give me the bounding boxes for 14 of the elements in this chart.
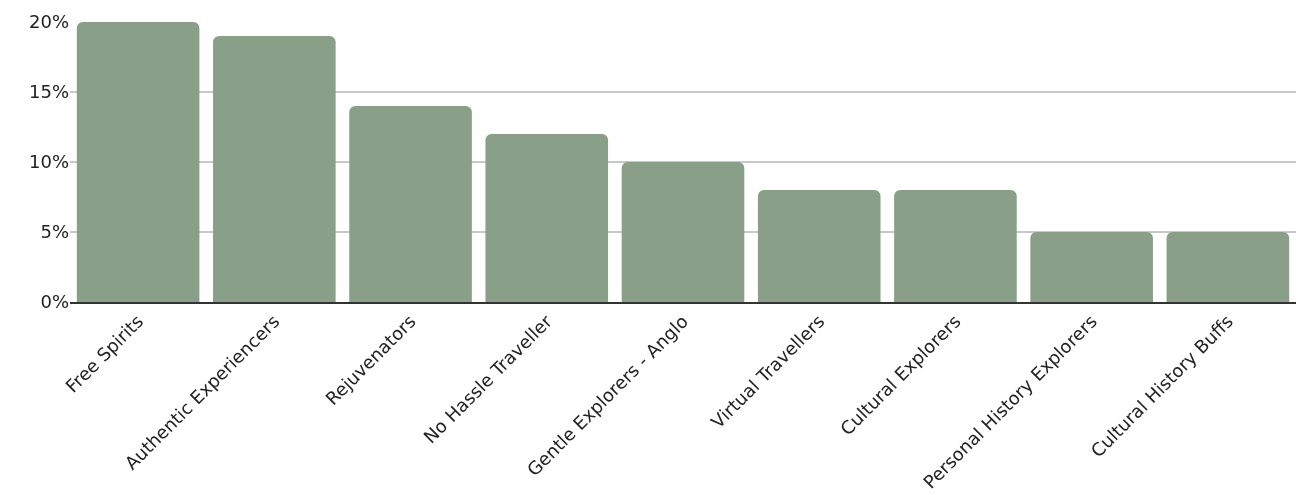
bar bbox=[76, 22, 200, 302]
bar bbox=[349, 106, 472, 302]
bar bbox=[213, 36, 336, 302]
bar bbox=[757, 190, 881, 302]
bar bbox=[1166, 232, 1290, 302]
bar bbox=[485, 134, 609, 302]
bar bbox=[1030, 232, 1153, 302]
y-tick-label: 0% bbox=[40, 291, 69, 313]
bar bbox=[894, 190, 1017, 302]
y-tick-label: 5% bbox=[40, 221, 69, 243]
y-tick-label: 15% bbox=[28, 81, 69, 103]
y-tick-label: 20% bbox=[28, 11, 69, 33]
y-tick-label: 10% bbox=[28, 151, 69, 173]
bar bbox=[621, 162, 745, 302]
